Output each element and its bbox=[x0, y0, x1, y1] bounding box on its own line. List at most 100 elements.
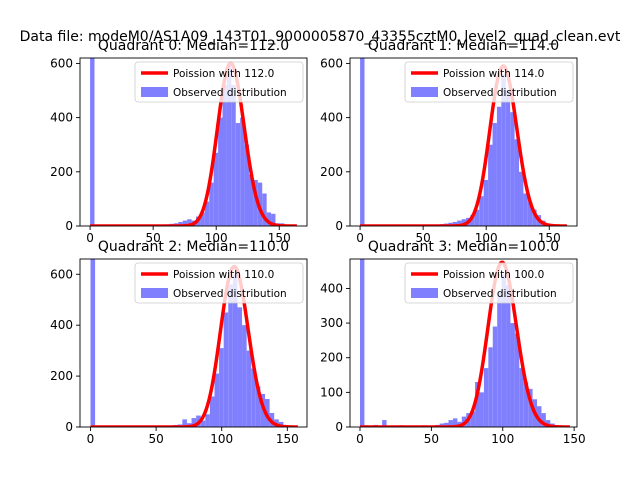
legend-label: Poission with 110.0 bbox=[173, 269, 274, 281]
x-tick-label: 100 bbox=[210, 432, 233, 446]
x-tick-label: 150 bbox=[538, 231, 561, 245]
y-tick-label: 0 bbox=[335, 420, 343, 434]
histogram-bar bbox=[240, 117, 245, 226]
y-tick-label: 600 bbox=[50, 267, 73, 281]
legend-box bbox=[134, 61, 304, 103]
histogram-bar bbox=[382, 420, 387, 427]
histogram-bar bbox=[510, 323, 515, 427]
histogram-bar bbox=[223, 312, 229, 427]
x-tick-label: 50 bbox=[146, 231, 161, 245]
histogram-bar bbox=[452, 221, 458, 226]
histogram-bar bbox=[251, 368, 256, 427]
histogram-bar bbox=[242, 325, 247, 427]
legend-box bbox=[134, 262, 304, 304]
legend-label: Poission with 114.0 bbox=[443, 68, 544, 80]
x-tick-label: 0 bbox=[356, 231, 364, 245]
histogram-bar bbox=[178, 221, 183, 226]
legend-box bbox=[404, 262, 574, 304]
poisson-curve bbox=[358, 64, 569, 226]
histogram-bar bbox=[448, 420, 453, 427]
histogram-bar bbox=[444, 422, 449, 427]
histogram-bar bbox=[527, 201, 533, 226]
y-tick-label: 0 bbox=[65, 420, 73, 434]
histogram-bar bbox=[271, 213, 276, 226]
histogram-bar bbox=[545, 420, 551, 427]
histogram-bar bbox=[506, 284, 511, 427]
histogram-bar bbox=[514, 333, 520, 427]
subplot-1: 0 50 100 150 0 200 400 600 Quadrant 1: Median=11… bbox=[320, 38, 578, 245]
axes-frame bbox=[349, 57, 578, 227]
histogram-bar bbox=[492, 326, 498, 427]
histogram-bar bbox=[474, 209, 480, 226]
data-layer bbox=[358, 259, 571, 427]
legend-patch-swatch bbox=[141, 87, 168, 97]
x-tick-label: 50 bbox=[416, 231, 431, 245]
histogram-bar bbox=[541, 413, 546, 427]
subplot-title: Quadrant 3: Median=100.0 bbox=[368, 239, 559, 255]
histogram-bar bbox=[479, 392, 484, 427]
histogram-bar bbox=[492, 123, 497, 226]
legend-label: Poission with 112.0 bbox=[173, 68, 274, 80]
legend-patch-swatch bbox=[411, 288, 438, 298]
histogram-bar bbox=[266, 212, 272, 226]
y-tick-label: 600 bbox=[50, 56, 73, 70]
data-layer bbox=[88, 58, 299, 226]
histogram-bar bbox=[237, 307, 243, 427]
y-tick-label: 200 bbox=[50, 369, 73, 383]
histogram-bar bbox=[191, 418, 197, 427]
x-tick-label: 100 bbox=[205, 231, 228, 245]
data-layer bbox=[358, 58, 569, 226]
histogram-bar bbox=[518, 171, 524, 226]
histogram-bar bbox=[226, 63, 232, 226]
histogram-bar bbox=[528, 388, 533, 427]
y-tick-label: 200 bbox=[320, 165, 343, 179]
histogram-bar bbox=[470, 215, 475, 226]
histogram-bar bbox=[182, 419, 187, 427]
x-tick-label: 150 bbox=[268, 231, 291, 245]
x-tick-label: 150 bbox=[563, 432, 586, 446]
histogram-bar bbox=[501, 74, 506, 226]
histogram-bar bbox=[470, 411, 476, 427]
legend: Poission with 114.0 Observed distribution bbox=[404, 61, 574, 103]
legend-label: Observed distribution bbox=[173, 288, 287, 300]
x-tick-label: 50 bbox=[424, 432, 439, 446]
histogram-bar bbox=[219, 348, 224, 427]
y-tick-label: 400 bbox=[320, 111, 343, 125]
histogram-bar bbox=[488, 144, 493, 226]
histogram-bar bbox=[235, 123, 241, 226]
legend-label: Observed distribution bbox=[173, 87, 287, 99]
histogram-bar bbox=[90, 58, 95, 226]
subplot-2: 0 50 100 150 0 200 400 600 Quadrant 2: Median=11… bbox=[50, 239, 308, 446]
legend-label: Poission with 100.0 bbox=[443, 269, 544, 281]
poisson-curve bbox=[88, 61, 299, 226]
histogram-bar bbox=[209, 396, 215, 427]
x-tick-label: 100 bbox=[491, 432, 514, 446]
x-tick-label: 0 bbox=[86, 231, 94, 245]
y-tick-label: 200 bbox=[50, 165, 73, 179]
x-tick-label: 150 bbox=[276, 432, 299, 446]
y-tick-label: 0 bbox=[65, 219, 73, 233]
histogram-bar bbox=[532, 209, 537, 226]
histogram-bar bbox=[213, 152, 219, 226]
histogram-bar bbox=[510, 112, 515, 226]
histogram-bar bbox=[205, 414, 210, 427]
histogram-bar bbox=[262, 193, 267, 226]
histogram-bar bbox=[479, 196, 484, 226]
y-tick-label: 0 bbox=[335, 219, 343, 233]
histogram-bar bbox=[523, 381, 529, 427]
histogram-bar bbox=[360, 58, 365, 226]
y-tick-label: 600 bbox=[320, 56, 343, 70]
data-layer bbox=[89, 259, 299, 427]
histogram-bar bbox=[222, 85, 227, 226]
histogram-bar bbox=[457, 220, 462, 226]
histogram-bar bbox=[501, 274, 507, 427]
histogram-bar bbox=[244, 144, 249, 226]
histogram-bar bbox=[452, 418, 458, 427]
x-tick-label: 100 bbox=[475, 231, 498, 245]
histogram-bar bbox=[231, 85, 236, 226]
histogram-bar bbox=[218, 117, 223, 226]
subplot-0: 0 50 100 150 0 200 400 600 Quadrant 0: Median=11… bbox=[50, 38, 308, 245]
histogram-bar bbox=[253, 179, 258, 226]
histogram-bar bbox=[200, 212, 205, 226]
